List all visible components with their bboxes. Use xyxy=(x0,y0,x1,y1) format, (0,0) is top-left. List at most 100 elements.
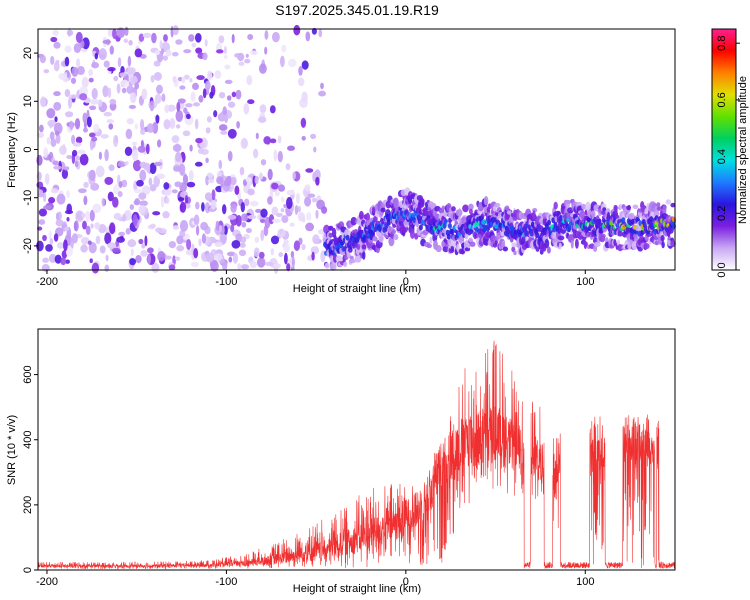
spectrogram-cell xyxy=(195,47,203,54)
spectrogram-cell xyxy=(90,98,100,105)
spectrogram-cell xyxy=(171,189,178,194)
spectrogram-cell xyxy=(55,219,64,227)
spectrogram-cell xyxy=(222,106,227,116)
spectrogram-cell xyxy=(218,159,223,170)
spectrogram-cell xyxy=(98,224,107,234)
spectrogram-cell xyxy=(141,88,148,100)
spectrogram-cell xyxy=(188,34,195,42)
spectrogram-cell xyxy=(190,261,199,268)
spectrogram-cell xyxy=(177,98,186,104)
spectrogram-cell xyxy=(277,150,283,163)
spectrogram-cell xyxy=(61,250,68,259)
spectrogram-cell xyxy=(120,66,125,74)
spectrogram-cell xyxy=(63,239,68,252)
spectrogram-cell xyxy=(264,261,274,267)
spectrogram-cell xyxy=(221,204,227,215)
snr-x-ticks: -200 -100 0 100 xyxy=(36,570,594,588)
spectrogram-cell xyxy=(249,200,259,207)
spectrogram-cell xyxy=(511,246,516,253)
spectrogram-cell xyxy=(197,148,204,154)
spectrogram-cell xyxy=(64,111,74,118)
spectrogram-cell xyxy=(128,40,133,46)
spectrogram-cell xyxy=(468,208,473,215)
spectrogram-cell xyxy=(264,30,269,40)
spectrogram-cell xyxy=(247,34,254,40)
spectrogram-cell xyxy=(113,75,119,82)
spectrogram-cell xyxy=(324,262,330,269)
spectrogram-cell xyxy=(205,175,209,186)
spectrogram-cell xyxy=(149,162,157,175)
spectrogram-cell xyxy=(76,155,81,161)
spectrogram-cell xyxy=(48,253,57,263)
spectrogram-cell xyxy=(214,70,222,79)
spectrogram-cell xyxy=(260,229,265,242)
spectrogram-cell xyxy=(38,208,48,217)
spectrogram-cell xyxy=(456,243,460,253)
spectrogram-cell xyxy=(560,205,566,215)
spectrogram-cell xyxy=(151,32,157,44)
spectrogram-cell xyxy=(91,87,98,100)
spectrogram-cell xyxy=(597,218,602,225)
spectrogram-cell xyxy=(112,196,119,208)
spectrogram-cell xyxy=(513,250,517,256)
spectrogram-cell xyxy=(306,211,312,221)
colorbar-tick-label: 0.8 xyxy=(716,36,728,51)
spectrogram-cell xyxy=(186,113,191,120)
spectrogram-cell xyxy=(258,251,265,259)
spectrogram-cell xyxy=(310,133,317,140)
spectrogram-cell xyxy=(85,210,90,222)
spectrogram-cell xyxy=(380,207,386,213)
spectrogram-cell xyxy=(95,235,101,245)
spectrogram-cell xyxy=(240,264,250,270)
spectrogram-cell xyxy=(283,203,287,209)
spectrogram-cell xyxy=(224,79,233,85)
spectrogram-cell xyxy=(245,177,253,183)
spectrogram-x-tick-label: 0 xyxy=(403,276,409,288)
spectrogram-cell xyxy=(46,108,56,119)
spectrogram-y-tick-label: 10 xyxy=(22,95,34,107)
spectrogram-cell xyxy=(147,247,154,254)
spectrogram-cell xyxy=(53,233,59,242)
spectrogram-cell xyxy=(49,131,55,141)
spectrogram-cell xyxy=(419,197,425,205)
spectrogram-cell xyxy=(88,77,94,83)
spectrogram-cell xyxy=(204,192,213,201)
spectrogram-cell xyxy=(159,40,163,50)
spectrogram-cell xyxy=(152,211,161,216)
spectrogram-cell xyxy=(462,204,469,213)
spectrogram-cell xyxy=(53,165,62,170)
spectrogram-cell xyxy=(201,233,206,244)
spectrogram-cell xyxy=(64,56,70,67)
spectrogram-cell xyxy=(89,169,96,181)
spectrogram-cell xyxy=(89,258,93,264)
spectrogram-cell xyxy=(628,212,635,220)
spectrogram-cell xyxy=(270,248,275,256)
colorbar-gradient xyxy=(711,28,737,271)
spectrogram-cell xyxy=(215,220,220,231)
spectrogram-cell xyxy=(241,221,247,228)
spectrogram-cell xyxy=(243,102,250,115)
spectrogram-cell xyxy=(123,38,128,43)
spectrogram-cell xyxy=(63,166,70,171)
spectrogram-cell xyxy=(132,214,138,227)
spectrogram-cell xyxy=(458,208,462,218)
spectrogram-cell xyxy=(547,219,551,226)
spectrogram-cell xyxy=(279,55,285,68)
spectrogram-cell xyxy=(161,93,166,102)
spectrogram-cell xyxy=(66,190,70,198)
spectrogram-cell xyxy=(60,257,67,266)
spectrogram-cell xyxy=(172,225,180,231)
snr-x-tick-label: -100 xyxy=(215,576,237,588)
spectrogram-cell xyxy=(98,151,103,160)
spectrogram-cell xyxy=(288,58,297,68)
spectrogram-cell xyxy=(318,29,323,38)
spectrogram-cell xyxy=(297,212,305,222)
spectrogram-cell xyxy=(52,30,59,36)
spectrogram-cell xyxy=(134,82,140,90)
spectrogram-cell xyxy=(79,93,88,101)
spectrogram-cell xyxy=(71,233,78,244)
spectrogram-cell xyxy=(69,120,74,131)
spectrogram-cell xyxy=(660,235,665,242)
spectrogram-cell xyxy=(109,222,116,235)
spectrogram-cell xyxy=(264,46,268,55)
